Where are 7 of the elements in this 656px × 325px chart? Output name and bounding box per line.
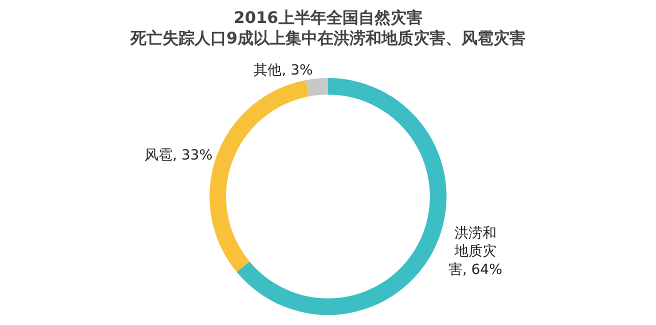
- donut-slice: [306, 78, 328, 96]
- slice-label: 其他, 3%: [254, 62, 313, 79]
- slice-label: 洪涝和地质灾害, 64%: [448, 226, 502, 278]
- chart-subtitle: 死亡失踪人口9成以上集中在洪涝和地质灾害、风雹灾害: [129, 28, 526, 48]
- donut-slice: [236, 78, 446, 315]
- chart-title: 2016上半年全国自然灾害: [234, 8, 422, 27]
- slice-label: 风雹, 33%: [144, 147, 213, 164]
